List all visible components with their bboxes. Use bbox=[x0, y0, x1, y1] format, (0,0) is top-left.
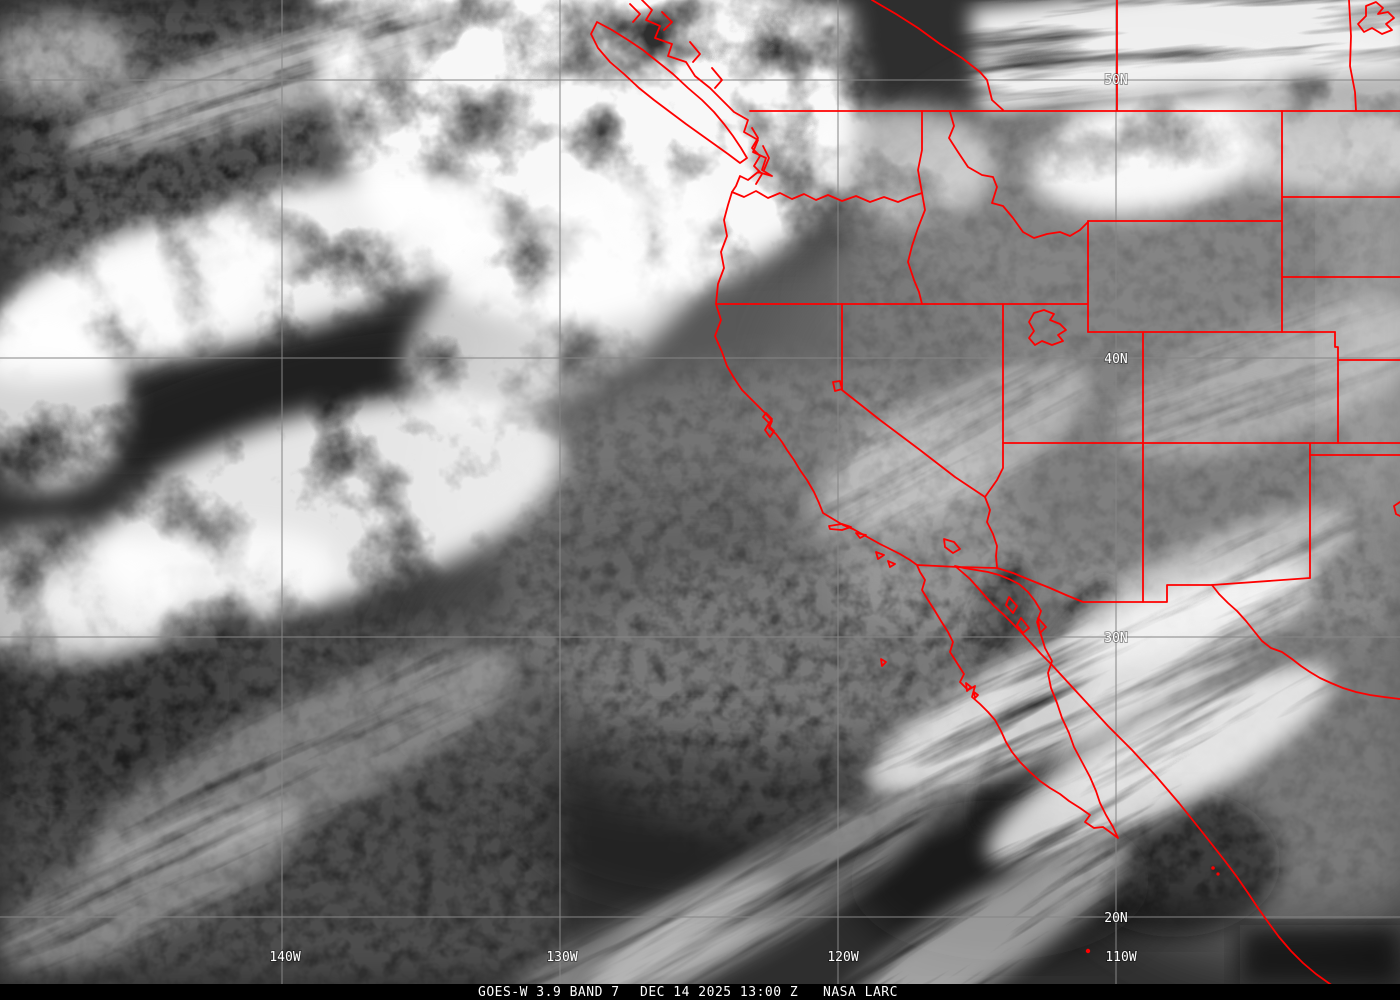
colorado-east-border bbox=[1334, 331, 1339, 444]
saskatchewan-manitoba-border bbox=[1348, 0, 1357, 111]
salton-sea bbox=[943, 538, 961, 554]
lon-label-120w: 120W bbox=[827, 950, 858, 965]
caption-timestamp: DEC 14 2025 13:00 Z bbox=[640, 985, 799, 1000]
lat-label-30n: 30N bbox=[1104, 631, 1127, 646]
caption-bar: GOES-W 3.9 BAND 7 DEC 14 2025 13:00 Z NA… bbox=[0, 984, 1400, 1000]
columbia-river-border bbox=[731, 190, 923, 203]
lon-label-110w: 110W bbox=[1105, 950, 1136, 965]
idaho-west-border bbox=[907, 110, 926, 305]
california-nevada-border bbox=[841, 303, 998, 568]
canadian-lakes bbox=[1357, 1, 1395, 35]
lake-tahoe bbox=[832, 380, 843, 392]
puget-sound bbox=[751, 127, 770, 185]
vancouver-island bbox=[590, 21, 748, 164]
coastline bbox=[641, 0, 1334, 985]
bc-fjords bbox=[629, 3, 723, 89]
guadalupe-island bbox=[880, 658, 887, 667]
bc-alberta-border bbox=[871, 0, 1004, 111]
island-specks bbox=[1085, 866, 1220, 954]
great-salt-lake bbox=[1028, 309, 1067, 346]
caption-product: GOES-W 3.9 BAND 7 bbox=[478, 985, 620, 1000]
lat-label-40n: 40N bbox=[1104, 352, 1127, 367]
map-boundaries bbox=[590, 0, 1400, 985]
idaho-montana-border bbox=[948, 111, 1089, 239]
cedros-islands bbox=[965, 682, 979, 699]
caption-credit: NASA LARC bbox=[823, 985, 898, 1000]
lon-label-140w: 140W bbox=[269, 950, 300, 965]
lat-label-20n: 20N bbox=[1104, 911, 1127, 926]
lat-label-50n: 50N bbox=[1104, 73, 1127, 88]
newmexico-texas-32n bbox=[1211, 577, 1311, 586]
graticule-labels: 50N 40N 30N 20N 140W 130W 120W 110W bbox=[268, 72, 1137, 966]
lon-label-130w: 130W bbox=[546, 950, 577, 965]
san-francisco-bay bbox=[762, 412, 775, 438]
us-mexico-border bbox=[916, 564, 1400, 700]
gulf-islands bbox=[1005, 596, 1047, 634]
right-edge-border-notch bbox=[1393, 501, 1400, 517]
catalina-sanclemente-islands bbox=[875, 551, 896, 568]
nevada-arizona-border bbox=[984, 442, 1004, 498]
channel-islands bbox=[828, 523, 867, 539]
